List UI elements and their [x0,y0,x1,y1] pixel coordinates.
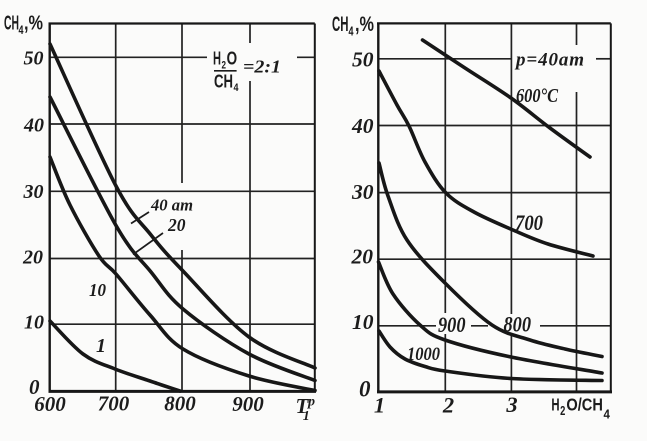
svg-text:CH: CH [332,13,349,36]
svg-text:800: 800 [164,392,196,416]
svg-text:600: 600 [34,392,66,416]
svg-text:2: 2 [222,60,227,72]
svg-text:10: 10 [352,310,374,334]
svg-text:4: 4 [19,23,24,37]
svg-text:1: 1 [303,409,310,424]
svg-text:,%: ,% [355,13,374,36]
svg-text:30: 30 [23,181,44,203]
svg-text:40: 40 [23,115,44,137]
svg-text:600°C: 600°C [516,85,559,107]
svg-text:20: 20 [167,215,186,235]
svg-text:0: 0 [359,377,371,402]
svg-text:900: 900 [232,392,264,416]
svg-text:3: 3 [505,392,517,417]
svg-text:50: 50 [24,48,44,70]
svg-text:30: 30 [351,180,374,204]
svg-text:CH: CH [4,13,19,35]
svg-text:O/CH: O/CH [566,394,603,414]
svg-text:p=40am: p=40am [514,50,584,71]
svg-text:10: 10 [89,280,106,300]
svg-text:,%: ,% [24,13,43,35]
svg-text:1: 1 [374,393,385,418]
svg-text:2: 2 [442,393,454,418]
svg-text:H: H [551,394,559,414]
svg-text:700: 700 [98,392,130,416]
svg-text:2: 2 [560,404,565,418]
svg-text:800: 800 [504,312,532,337]
svg-text:4: 4 [234,82,240,94]
svg-text:10: 10 [24,312,44,334]
svg-text:T: T [296,394,310,418]
svg-text:50: 50 [352,48,374,72]
svg-text:O: O [227,49,238,69]
svg-text:4: 4 [349,25,354,39]
svg-text:4: 4 [604,408,610,422]
svg-text:900: 900 [438,312,466,337]
svg-text:20: 20 [351,245,374,269]
svg-text:40: 40 [351,114,374,138]
svg-text:40 am: 40 am [150,196,193,215]
svg-text:1: 1 [96,335,106,357]
svg-text:p: p [307,395,315,410]
svg-text:700: 700 [515,210,543,235]
svg-text:H: H [213,49,221,69]
svg-text:=2:1: =2:1 [243,57,281,77]
svg-text:20: 20 [22,247,43,269]
svg-text:CH: CH [214,72,233,92]
svg-text:0: 0 [29,375,40,399]
svg-text:1000: 1000 [407,344,440,365]
